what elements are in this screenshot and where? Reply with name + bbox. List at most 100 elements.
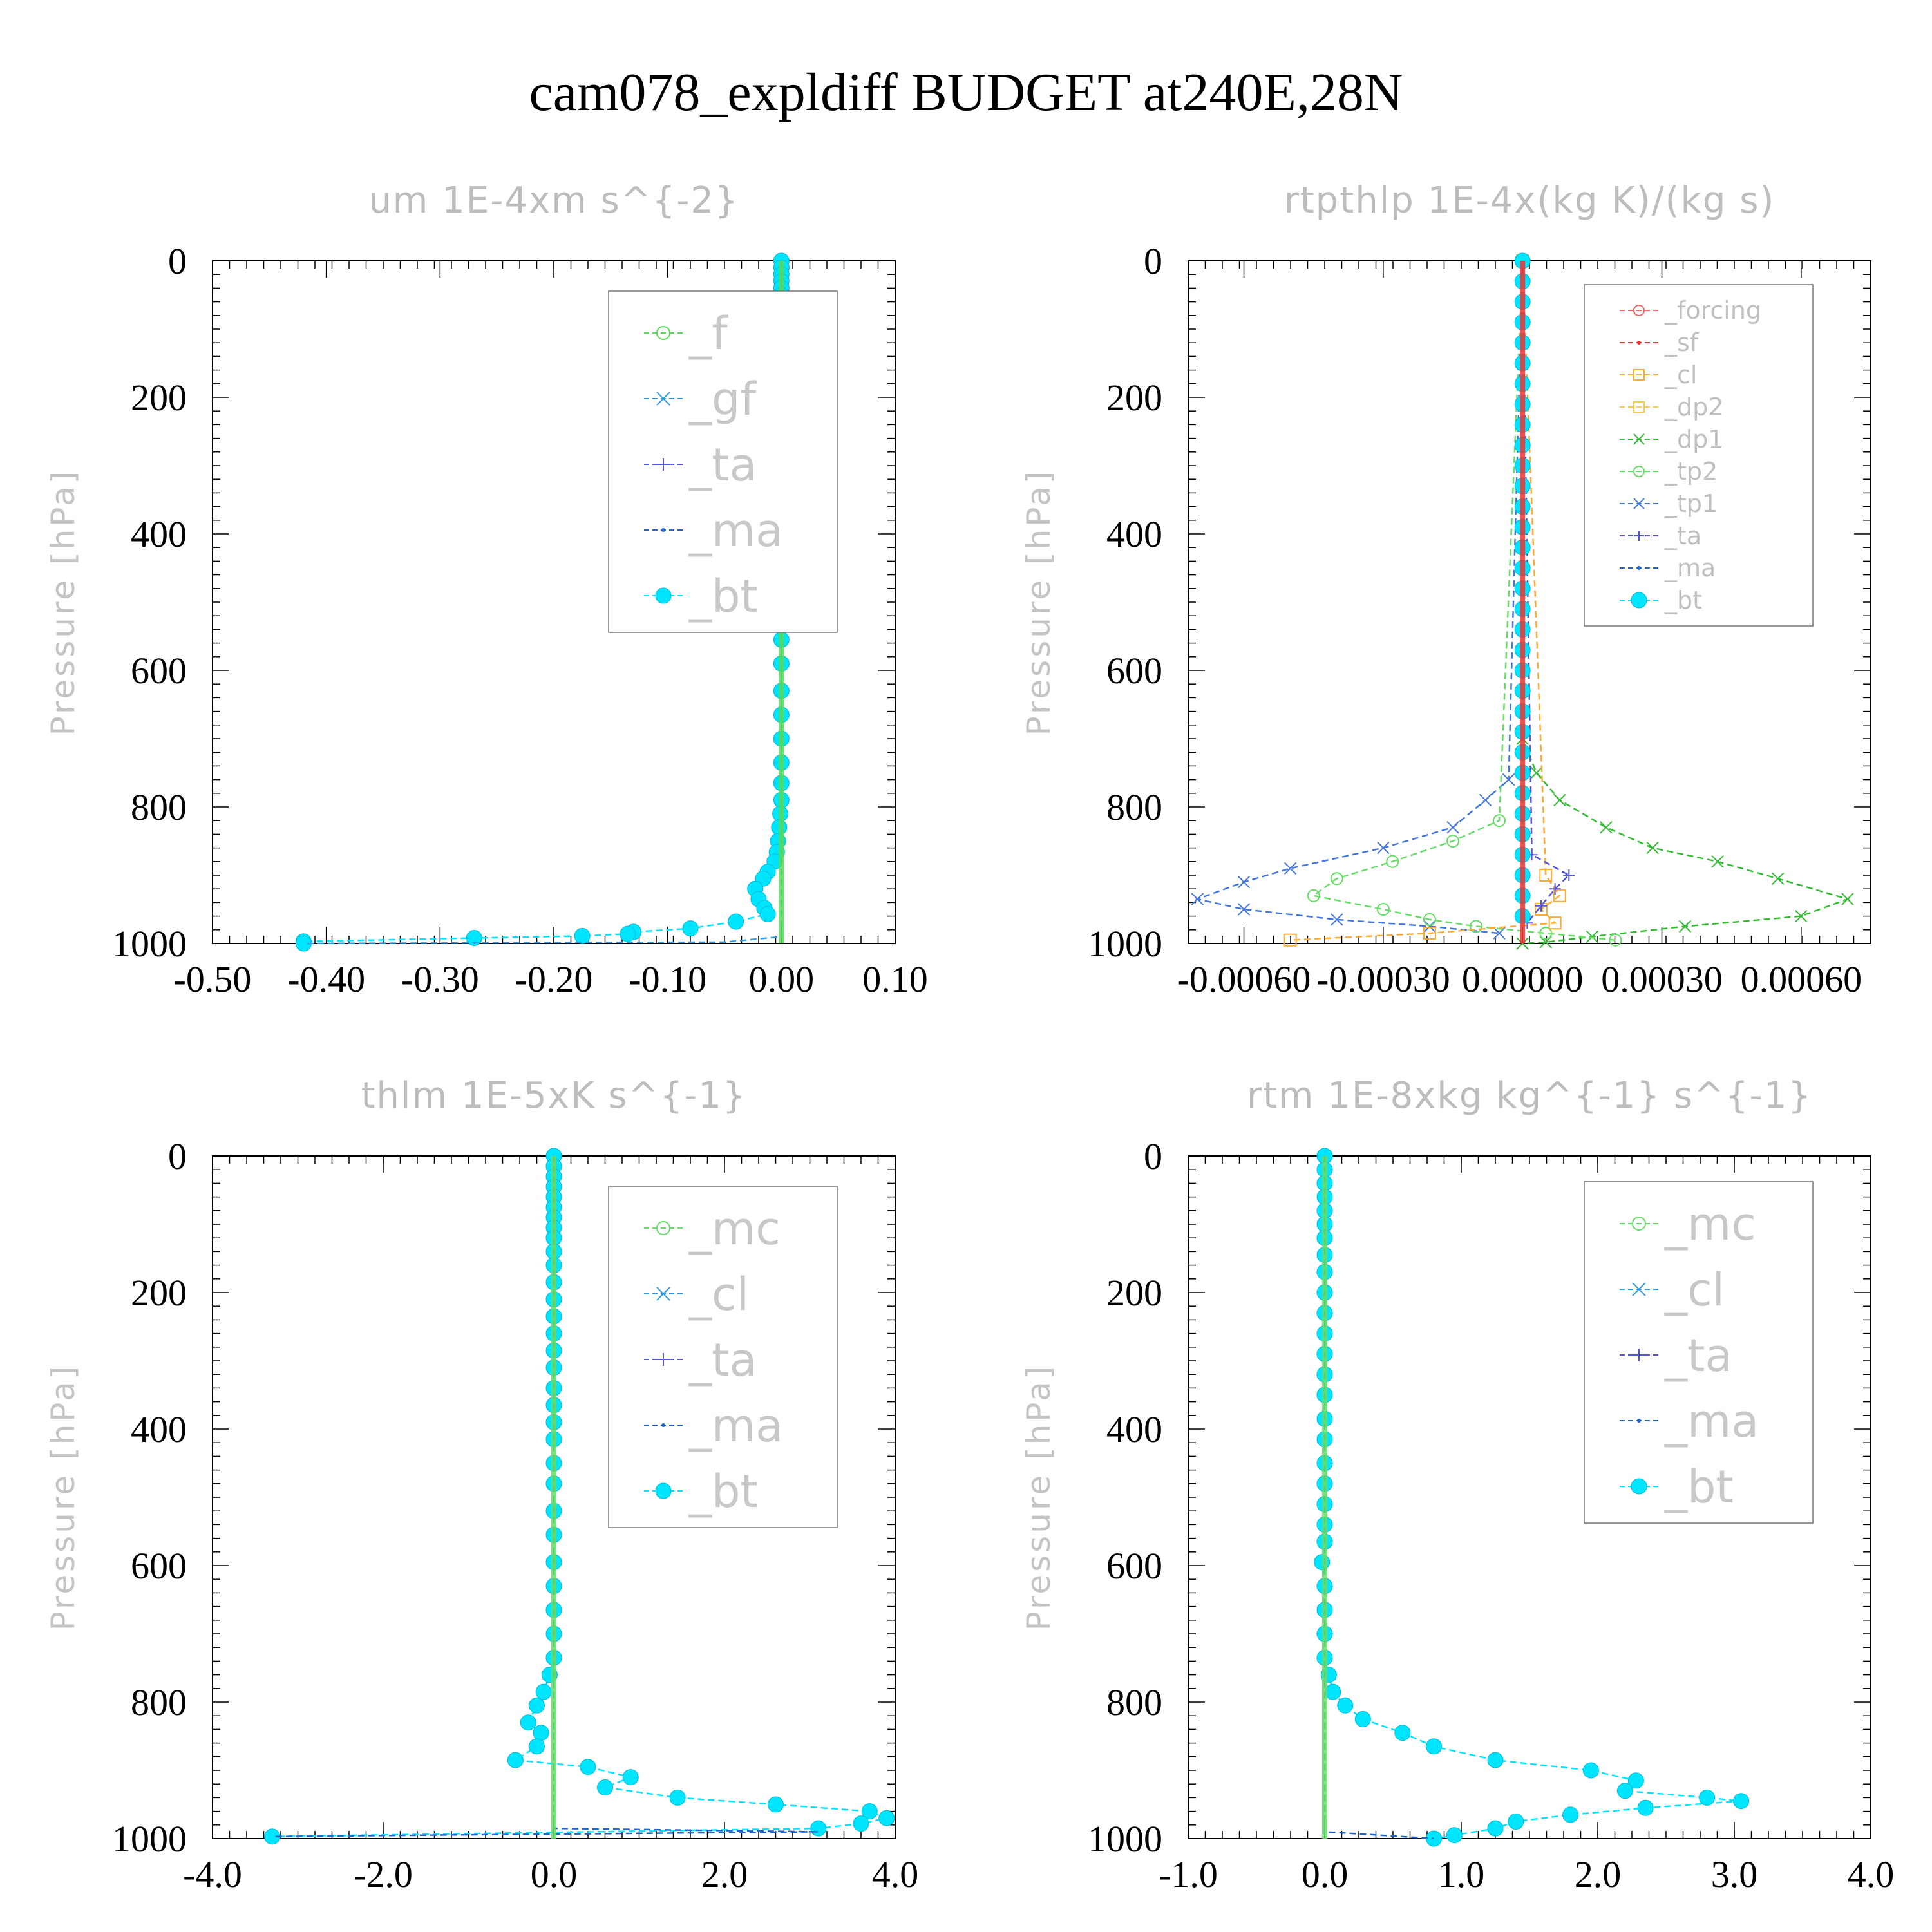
x-tick-label: 2.0 (701, 1853, 748, 1895)
data-point (1841, 893, 1854, 905)
y-tick-label: 600 (1106, 650, 1162, 692)
data-point (1493, 927, 1506, 940)
panel-title: rtpthlp 1E-4x(kg K)/(kg s) (1284, 180, 1776, 222)
legend-marker (1633, 1349, 1645, 1361)
data-point (1535, 900, 1548, 912)
legend-label: _tp2 (1664, 457, 1718, 486)
data-point (529, 1697, 545, 1714)
data-point (669, 1789, 686, 1806)
y-tick-label: 1000 (112, 1818, 187, 1860)
legend-marker (661, 1423, 665, 1427)
y-tick-label: 800 (131, 1681, 187, 1723)
data-point (1711, 855, 1724, 868)
x-tick-label: 0.00030 (1601, 958, 1723, 1000)
legend-box (1584, 1181, 1814, 1524)
data-point (1539, 927, 1553, 940)
data-point (1446, 821, 1459, 834)
legend-label: _f (688, 307, 728, 360)
data-point (520, 1714, 536, 1731)
legend: _mc _cl _ta _ma _bt (608, 1186, 838, 1528)
data-point (1337, 1697, 1354, 1714)
x-tick-label: -0.00060 (1177, 958, 1311, 1000)
data-point (1616, 1783, 1633, 1799)
legend-marker (1633, 401, 1645, 413)
legend-label: _ta (688, 1334, 757, 1387)
y-tick-label: 800 (131, 786, 187, 828)
data-point (1678, 920, 1692, 933)
data-point (1423, 913, 1436, 926)
data-point (1283, 933, 1297, 947)
legend-box (1584, 284, 1814, 627)
legend-label: _bt (688, 1465, 758, 1518)
data-point (1609, 933, 1622, 947)
legend-label: _ta (688, 439, 757, 491)
y-tick-label: 200 (131, 1272, 187, 1314)
y-tick-label: 400 (131, 1408, 187, 1450)
data-point (529, 1738, 545, 1755)
legend-label: _ma (688, 1399, 783, 1452)
data-point (1237, 875, 1251, 889)
legend-label: _cl (688, 1268, 749, 1321)
legend-box (608, 290, 838, 633)
data-point (1426, 1738, 1443, 1755)
legend: _f _gf _ta _ma _bt (608, 290, 838, 633)
y-axis-label: Pressure [hPa] (44, 469, 82, 736)
legend-marker (1633, 466, 1645, 477)
y-tick-label: 600 (131, 1545, 187, 1587)
legend-marker (1631, 592, 1647, 609)
data-point (1330, 872, 1343, 886)
data-point (1314, 1554, 1331, 1571)
data-point (1699, 1789, 1716, 1806)
data-point (1331, 913, 1343, 926)
main-title: cam078_expldiff BUDGET at240E,28N (529, 62, 1403, 122)
legend-label: _dp1 (1664, 425, 1723, 453)
data-point (878, 1810, 895, 1826)
data-point (1493, 814, 1506, 828)
x-tick-label: -4.0 (183, 1853, 242, 1895)
x-tick-label: 2.0 (1575, 1853, 1622, 1895)
y-tick-label: 600 (1106, 1545, 1162, 1587)
panel-2: rtpthlp 1E-4x(kg K)/(kg s) Pressure [hPa]… (1020, 180, 1871, 1000)
data-point (466, 930, 482, 947)
series-tp1 (1191, 254, 1529, 940)
data-point (620, 925, 636, 942)
data-point (1307, 889, 1320, 902)
legend-label: _forcing (1664, 296, 1761, 325)
data-point (1487, 1752, 1504, 1768)
x-tick-label: -0.40 (287, 958, 365, 1000)
data-point (1553, 889, 1566, 902)
legend-marker (1633, 498, 1645, 509)
legend-label: _bt (1664, 586, 1702, 614)
x-tick-label: -1.0 (1159, 1853, 1218, 1895)
data-point (728, 913, 744, 930)
data-point (1394, 1725, 1411, 1741)
panel-title: um 1E-4xm s^{-2} (368, 180, 739, 222)
legend-label: _ma (1664, 554, 1716, 582)
legend-marker (1632, 1217, 1646, 1231)
legend-marker (656, 392, 670, 406)
x-tick-label: 4.0 (872, 1853, 919, 1895)
y-tick-label: 200 (1106, 377, 1162, 419)
legend-label: _bt (688, 570, 758, 623)
data-point (1646, 841, 1659, 855)
data-point (1423, 927, 1436, 940)
data-point (1446, 835, 1460, 848)
panel-4: rtm 1E-8xkg kg^{-1} s^{-1} Pressure [hPa]… (1020, 1075, 1894, 1895)
data-point (861, 1803, 878, 1820)
legend-label: _gf (688, 373, 757, 426)
y-tick-label: 0 (1144, 240, 1162, 282)
x-tick-label: -0.20 (515, 958, 593, 1000)
data-point (1283, 862, 1297, 875)
y-tick-label: 800 (1106, 786, 1162, 828)
legend-label: _cl (1664, 361, 1697, 389)
legend-label: _tp1 (1664, 489, 1718, 518)
data-point (1470, 920, 1483, 933)
data-point (1733, 1793, 1750, 1810)
y-tick-label: 0 (1144, 1135, 1162, 1177)
x-tick-label: 0.00 (749, 958, 815, 1000)
series-tp2 (1307, 254, 1622, 947)
y-tick-label: 400 (1106, 1408, 1162, 1450)
series-line (1311, 260, 1616, 941)
